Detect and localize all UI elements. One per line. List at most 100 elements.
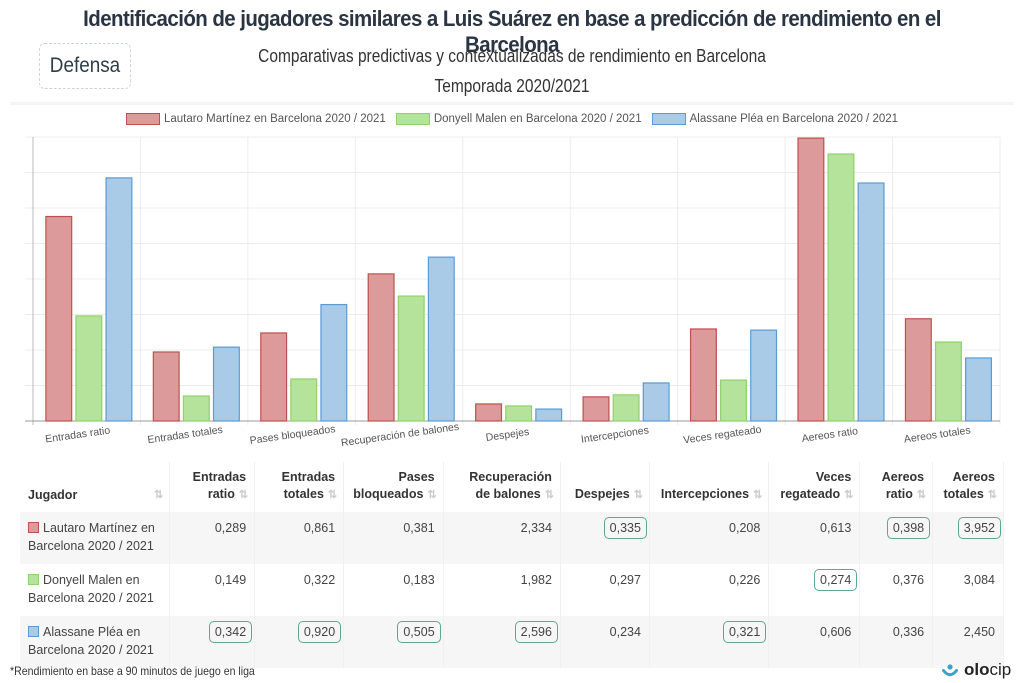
stat-value: 0,606 [820,625,852,639]
bar [535,408,563,422]
legend-swatch-green [395,113,430,125]
bar [934,341,962,422]
stat-value: 0,381 [403,521,435,535]
bar [689,328,717,422]
sort-icon[interactable]: ⇅ [327,489,337,501]
sort-icon[interactable]: ⇅ [916,489,926,501]
chart-legend: Lautaro Martínez en Barcelona 2020 / 202… [0,113,1024,125]
player-color-swatch [28,626,39,637]
column-header-line: de balones ⇅ [452,486,554,504]
bar [260,332,288,422]
logo-icon [942,664,958,677]
player-team-season: Barcelona 2020 / 2021 [28,643,154,657]
x-tick-label: Intercepciones [580,424,649,445]
column-header-line: Recuperación [469,470,552,484]
table-body: Lautaro Martínez en Barcelona 2020 / 2021… [20,512,1004,668]
stat-value: 0,376 [892,573,925,587]
column-header[interactable]: Aereos ratio ⇅ [859,462,934,512]
stat-cell: 0,289 [169,512,256,564]
highlighted-value: 0,335 [603,517,647,539]
column-header[interactable]: Veces regateado ⇅ [768,462,861,512]
column-header[interactable]: Despejes ⇅ [560,462,650,512]
x-tick-label: Despejes [485,426,530,444]
stat-cell: 0,208 [649,512,770,564]
column-header[interactable]: Intercepciones ⇅ [649,462,770,512]
stat-value: 0,613 [820,521,852,535]
olocip-logo: olocip [942,660,1011,680]
bar [320,303,348,422]
highlighted-value: 2,596 [514,621,558,643]
player-name: Alassane Pléa en [43,625,141,639]
column-header[interactable]: Recuperación de balones ⇅ [443,462,561,512]
legend-item-plea[interactable]: Alassane Pléa en Barcelona 2020 / 2021 [651,113,898,125]
sort-icon[interactable]: ⇅ [844,489,853,501]
column-header-label: ratio [207,487,235,501]
player-color-swatch [28,574,39,585]
column-header[interactable]: Aereos totales ⇅ [932,462,1004,512]
stat-value: 0,861 [303,521,336,535]
stat-cell: 0,381 [343,512,444,564]
highlighted-value: 0,398 [886,517,931,539]
bar [212,346,240,422]
sort-icon[interactable]: ⇅ [238,489,248,501]
stat-cell: 0,335 [560,512,650,564]
sort-icon[interactable]: ⇅ [427,489,436,501]
stat-cell: 0,226 [649,564,770,616]
bar [857,182,885,422]
bar [290,378,318,422]
bar [750,329,778,422]
logo-text: olocip [964,660,1012,679]
column-header-line: Jugador ⇅ [28,487,163,504]
column-header[interactable]: Entradas totales ⇅ [254,462,345,512]
bar [105,177,133,422]
highlighted-value: 0,274 [814,569,858,591]
sort-icon[interactable]: ⇅ [633,489,643,501]
bar [367,273,395,422]
stats-table-container: Jugador ⇅ Entradas ratio ⇅ Entradas totales ⇅ Pa… [20,462,1004,668]
page-title: Identificación de jugadores similares a … [83,6,941,57]
stat-cell: 0,613 [768,512,861,564]
legend-swatch-blue [651,113,686,125]
stat-cell: 0,183 [343,564,444,616]
column-header-line: Aereos [881,470,925,484]
column-header-label: Jugador [28,488,78,502]
stats-table: Jugador ⇅ Entradas ratio ⇅ Entradas totales ⇅ Pa… [20,462,1004,668]
column-header-label: ratio [885,487,913,501]
bar [182,395,210,422]
stat-cell: 0,920 [254,616,345,668]
stat-value: 0,149 [214,573,247,587]
sort-icon[interactable]: ⇅ [753,489,762,501]
x-tick-label: Entradas totales [147,424,224,446]
column-header-label: Intercepciones [660,487,750,501]
column-header-line: Entradas [281,470,336,484]
stat-value: 0,208 [729,521,761,535]
legend-label: Lautaro Martínez en Barcelona 2020 / 202… [163,113,386,125]
column-header[interactable]: Jugador ⇅ [20,462,171,512]
stat-cell: 0,274 [768,564,861,616]
column-header-line: Intercepciones ⇅ [658,486,763,504]
column-header-label: totales [943,487,984,501]
column-header-label: totales [283,487,324,501]
column-header[interactable]: Entradas ratio ⇅ [169,462,256,512]
sort-icon[interactable]: ⇅ [987,489,997,501]
column-header-line: totales ⇅ [263,486,338,504]
sort-icon[interactable]: ⇅ [544,489,554,501]
stat-value: 0,289 [214,521,247,535]
x-tick-label: Recuperación de balones [340,421,460,449]
table-row: Alassane Pléa en Barcelona 2020 / 2021 0,3… [20,616,1004,668]
stat-value: 0,234 [609,625,641,639]
sort-icon[interactable]: ⇅ [153,489,163,501]
stat-cell: 0,149 [169,564,256,616]
legend-item-lautaro[interactable]: Lautaro Martínez en Barcelona 2020 / 202… [125,113,386,125]
stat-cell: 3,952 [932,512,1004,564]
player-name: Donyell Malen en [43,573,140,587]
bar [642,382,670,422]
bar [720,379,748,422]
stat-cell: 2,450 [932,616,1004,668]
column-header-line: bloqueados ⇅ [352,486,436,504]
bar [904,318,932,422]
player-team-season: Barcelona 2020 / 2021 [28,591,154,605]
bar [827,153,855,422]
column-header[interactable]: Pases bloqueados ⇅ [343,462,444,512]
legend-item-malen[interactable]: Donyell Malen en Barcelona 2020 / 2021 [395,113,642,125]
